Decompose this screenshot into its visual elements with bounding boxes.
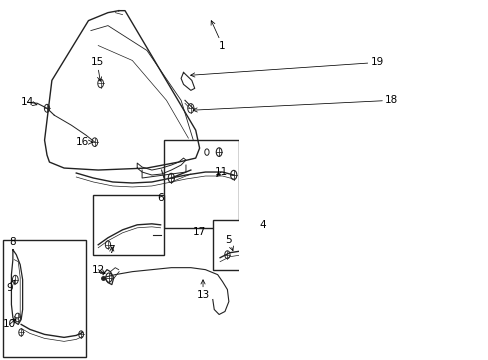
Text: 16: 16 xyxy=(76,137,92,147)
Text: 13: 13 xyxy=(196,280,209,300)
Bar xyxy=(93,195,163,255)
Text: 4: 4 xyxy=(259,220,265,230)
Bar xyxy=(163,140,238,228)
Text: 1: 1 xyxy=(211,21,225,50)
Text: 6: 6 xyxy=(157,193,163,203)
Text: 11: 11 xyxy=(214,167,227,177)
Text: 15: 15 xyxy=(90,58,103,81)
Text: 10: 10 xyxy=(3,319,16,329)
Bar xyxy=(3,240,86,357)
Text: 5: 5 xyxy=(225,235,233,251)
Text: 8: 8 xyxy=(9,237,16,247)
Text: 19: 19 xyxy=(190,58,383,77)
Bar xyxy=(212,220,303,270)
Text: 3: 3 xyxy=(0,359,1,360)
Text: 17: 17 xyxy=(193,227,206,237)
Text: 9: 9 xyxy=(6,280,15,293)
Text: 12: 12 xyxy=(91,265,105,275)
Text: 2: 2 xyxy=(0,359,1,360)
Text: 18: 18 xyxy=(193,95,398,112)
Text: 7: 7 xyxy=(108,245,115,255)
Text: 14: 14 xyxy=(21,97,37,107)
